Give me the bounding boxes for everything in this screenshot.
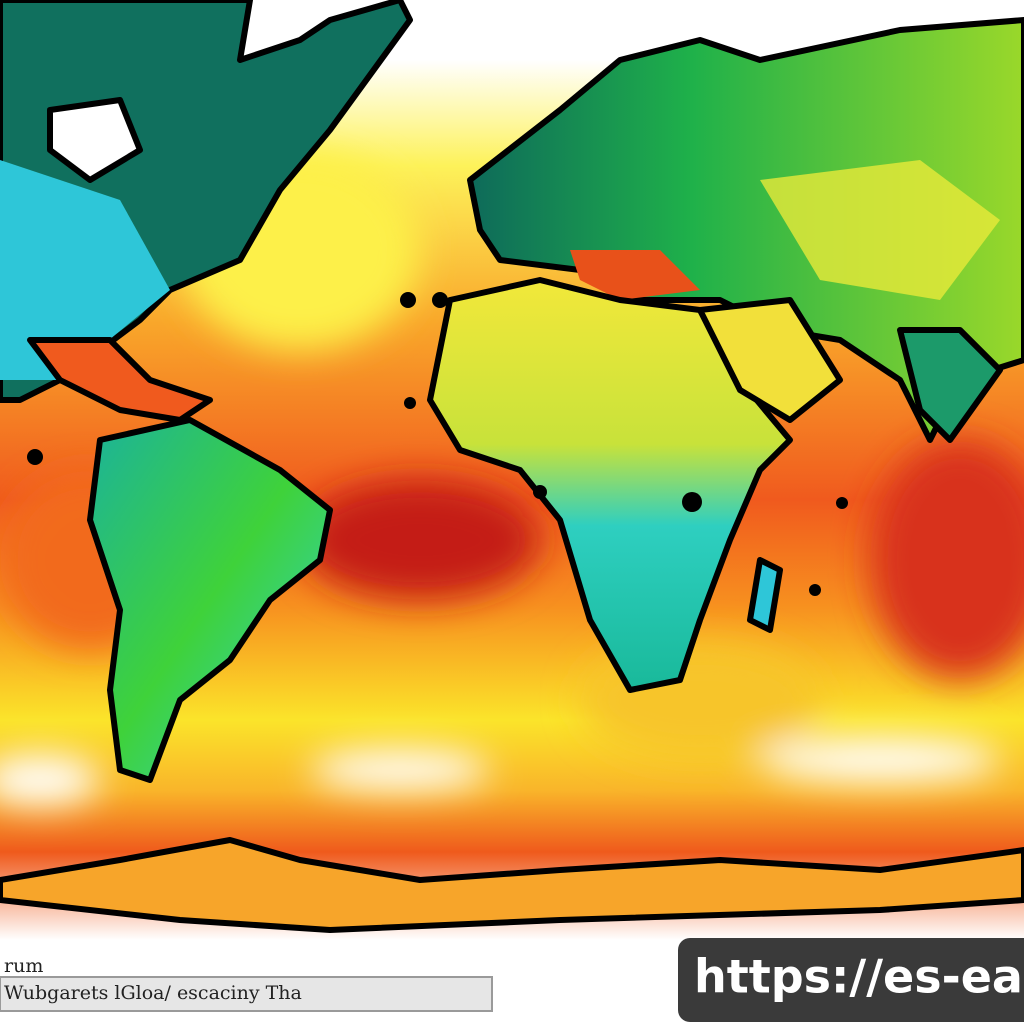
legend-title: rum [4, 955, 43, 977]
legend: rum Wubgarets lGloa/ escaciny Tha [0, 955, 493, 1012]
antarctica [0, 837, 1024, 933]
greenland [47, 97, 143, 183]
continents [0, 0, 1024, 933]
legend-box [0, 976, 493, 1012]
central-america [27, 337, 213, 423]
madagascar [747, 557, 783, 633]
legend-caption: Wubgarets lGloa/ escaciny Tha [4, 982, 302, 1004]
arabia [697, 297, 843, 423]
watermark-box [678, 938, 1024, 1022]
africa [427, 277, 793, 693]
india [897, 327, 1003, 443]
mediterranean [570, 250, 700, 300]
asia-yellow [760, 160, 1000, 300]
watermark: https://es-ea [678, 938, 1024, 1022]
na-cyan [0, 160, 170, 380]
south-america [87, 417, 333, 783]
watermark-text: https://es-ea [694, 950, 1023, 1004]
